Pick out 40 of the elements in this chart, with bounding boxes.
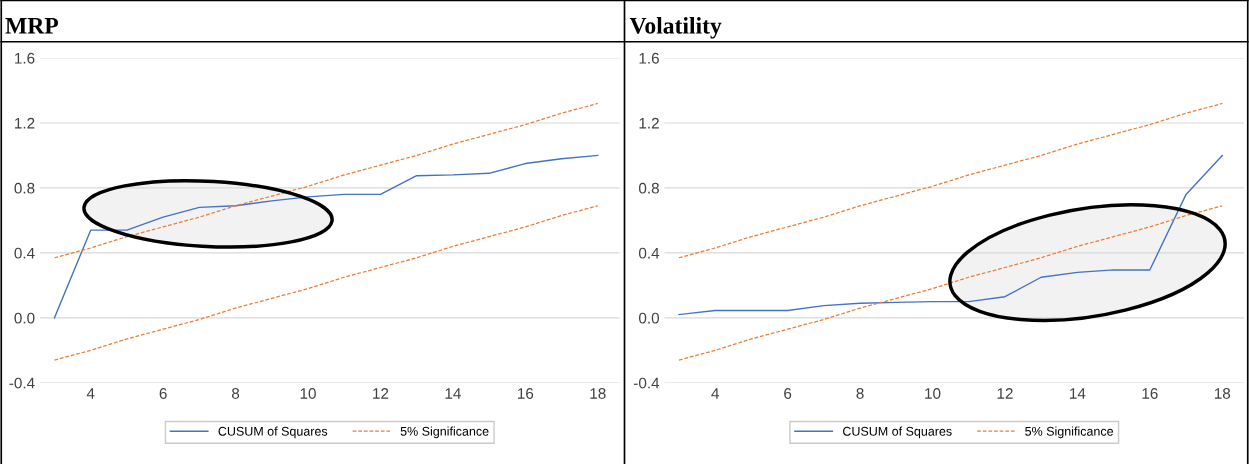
y-tick-label: 0.0 (638, 312, 660, 324)
line-series (53, 102, 599, 259)
x-tick-label: 12 (373, 388, 389, 399)
x-tick-label: 6 (784, 388, 792, 399)
y-tick-label: 1.2 (15, 117, 35, 129)
legend-label: 5% Significance (400, 426, 489, 439)
legend-label: CUSUM of Squares (843, 426, 952, 439)
legend-label: CUSUM of Squares (218, 426, 328, 439)
y-tick-label: 0.4 (638, 247, 660, 259)
y-tick-label: 0.8 (638, 182, 659, 194)
line-series (678, 102, 1223, 259)
x-tick-label: 4 (711, 388, 719, 399)
y-tick-label: -0.4 (633, 377, 660, 389)
y-tick-label: 0.4 (14, 247, 35, 259)
x-tick-label: 8 (231, 388, 240, 399)
chart-title: MRP (5, 18, 59, 34)
y-tick-label: 1.2 (639, 117, 659, 129)
line-series (53, 205, 599, 361)
x-tick-label: 10 (300, 388, 316, 399)
x-tick-label: 8 (856, 388, 864, 399)
y-tick-label: 1.6 (15, 52, 35, 64)
x-tick-label: 18 (590, 388, 606, 399)
line-series (678, 205, 1223, 361)
x-tick-label: 10 (925, 388, 941, 399)
x-tick-label: 4 (86, 388, 95, 399)
x-tick-label: 6 (159, 388, 167, 399)
y-tick-label: 1.6 (639, 52, 659, 64)
x-tick-label: 16 (1142, 388, 1158, 399)
y-tick-label: -0.4 (9, 377, 35, 389)
x-tick-label: 16 (518, 388, 534, 399)
chart-title: Volatility (629, 17, 722, 39)
line-series (678, 154, 1223, 316)
y-tick-label: 0.0 (14, 312, 35, 324)
y-tick-label: 0.8 (14, 182, 35, 194)
line-series (53, 154, 599, 319)
x-tick-label: 14 (445, 388, 461, 399)
legend-label: 5% Significance (1025, 426, 1114, 439)
x-tick-label: 18 (1214, 388, 1231, 399)
x-tick-label: 14 (1070, 388, 1086, 399)
x-tick-label: 12 (997, 388, 1013, 399)
